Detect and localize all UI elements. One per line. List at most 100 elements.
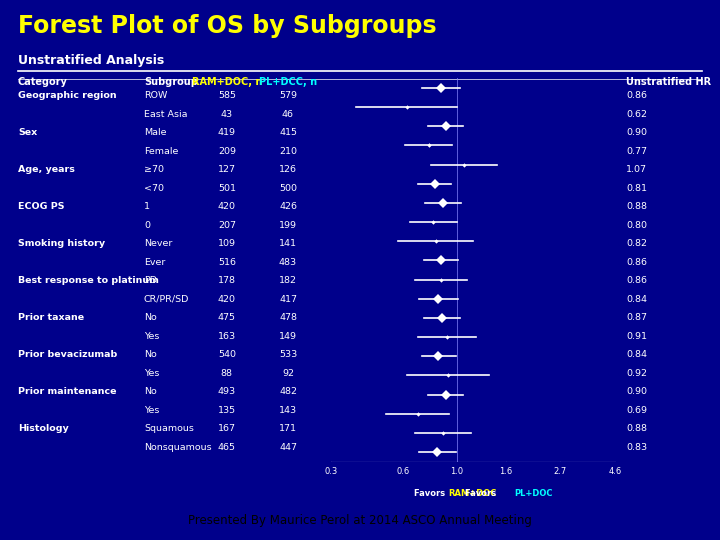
Text: 0.92: 0.92 [626,369,647,377]
Text: ROW: ROW [144,91,167,100]
Text: 483: 483 [279,258,297,267]
Text: 0.90: 0.90 [626,128,647,137]
Text: Squamous: Squamous [144,424,194,433]
Text: 0.77: 0.77 [626,147,647,156]
Text: 0.6: 0.6 [397,468,410,476]
Text: 419: 419 [218,128,236,137]
Text: 126: 126 [279,165,297,174]
Text: 88: 88 [221,369,233,377]
Text: 1.0: 1.0 [450,468,463,476]
Text: 163: 163 [217,332,236,341]
Text: Subgroup: Subgroup [144,77,198,87]
Text: RAM+DOC, n: RAM+DOC, n [192,77,262,87]
Text: 135: 135 [217,406,236,415]
Text: 0.86: 0.86 [626,258,647,267]
Text: No: No [144,387,157,396]
Text: 0.81: 0.81 [626,184,647,193]
Text: 475: 475 [218,313,236,322]
Text: 0.90: 0.90 [626,387,647,396]
Text: Histology: Histology [18,424,68,433]
Text: 2.7: 2.7 [554,468,567,476]
Text: <70: <70 [144,184,164,193]
Text: 0.84: 0.84 [626,350,647,359]
Text: 579: 579 [279,91,297,100]
Text: 0.83: 0.83 [626,443,647,451]
Text: 0.88: 0.88 [626,202,647,211]
Text: 149: 149 [279,332,297,341]
Text: 420: 420 [218,295,236,303]
Text: 127: 127 [218,165,236,174]
Text: 0.86: 0.86 [626,276,647,285]
Text: 0.69: 0.69 [626,406,647,415]
Text: Female: Female [144,147,179,156]
Text: Best response to platinum: Best response to platinum [18,276,159,285]
Text: 1.6: 1.6 [499,468,512,476]
Text: Category: Category [18,77,68,87]
Text: Presented By Maurice Perol at 2014 ASCO Annual Meeting: Presented By Maurice Perol at 2014 ASCO … [188,514,532,527]
Text: PL+DOC: PL+DOC [514,489,552,498]
Text: PL+DCC, n: PL+DCC, n [259,77,317,87]
Text: 417: 417 [279,295,297,303]
Text: 210: 210 [279,147,297,156]
Text: 0.91: 0.91 [626,332,647,341]
Text: PD: PD [144,276,157,285]
Text: 447: 447 [279,443,297,451]
Text: 501: 501 [218,184,236,193]
Text: 0.86: 0.86 [626,91,647,100]
Text: 1: 1 [144,202,150,211]
Text: CR/PR/SD: CR/PR/SD [144,295,189,303]
Text: 0.87: 0.87 [626,313,647,322]
Text: 478: 478 [279,313,297,322]
Text: Unstratified Analysis: Unstratified Analysis [18,54,164,67]
Text: 4.6: 4.6 [609,468,622,476]
Text: 207: 207 [218,221,236,230]
Text: East Asia: East Asia [144,110,187,119]
Text: 540: 540 [218,350,236,359]
Text: 0.82: 0.82 [626,239,647,248]
Text: Favors: Favors [465,489,499,498]
Text: ≥70: ≥70 [144,165,164,174]
Text: 143: 143 [279,406,297,415]
Text: 420: 420 [218,202,236,211]
Text: 171: 171 [279,424,297,433]
Text: 465: 465 [218,443,236,451]
Text: Yes: Yes [144,406,159,415]
Text: No: No [144,313,157,322]
Text: 0.88: 0.88 [626,424,647,433]
Text: No: No [144,350,157,359]
Text: 141: 141 [279,239,297,248]
Text: 199: 199 [279,221,297,230]
Text: 516: 516 [218,258,236,267]
Text: 1.07: 1.07 [626,165,647,174]
Text: 533: 533 [279,350,297,359]
Text: 585: 585 [218,91,236,100]
Text: Ever: Ever [144,258,166,267]
Text: Yes: Yes [144,369,159,377]
Text: Yes: Yes [144,332,159,341]
Text: 415: 415 [279,128,297,137]
Text: Sex: Sex [18,128,37,137]
Text: Favors: Favors [414,489,449,498]
Text: 46: 46 [282,110,294,119]
Text: 0: 0 [144,221,150,230]
Text: Never: Never [144,239,172,248]
Text: 92: 92 [282,369,294,377]
Text: Prior bevacizumab: Prior bevacizumab [18,350,117,359]
Text: ECOG PS: ECOG PS [18,202,65,211]
Text: 182: 182 [279,276,297,285]
Text: Smoking history: Smoking history [18,239,105,248]
Text: Forest Plot of OS by Subgroups: Forest Plot of OS by Subgroups [18,14,436,37]
Text: 0.62: 0.62 [626,110,647,119]
Text: Male: Male [144,128,166,137]
Text: Nonsquamous: Nonsquamous [144,443,212,451]
Text: 482: 482 [279,387,297,396]
Text: Prior taxane: Prior taxane [18,313,84,322]
Text: 167: 167 [218,424,236,433]
Text: Geographic region: Geographic region [18,91,117,100]
Text: Age, years: Age, years [18,165,75,174]
Text: Unstratified HR: Unstratified HR [626,77,711,87]
Text: 178: 178 [218,276,236,285]
Text: 109: 109 [218,239,236,248]
Text: RAM+DOC: RAM+DOC [449,489,497,498]
Text: 0.84: 0.84 [626,295,647,303]
